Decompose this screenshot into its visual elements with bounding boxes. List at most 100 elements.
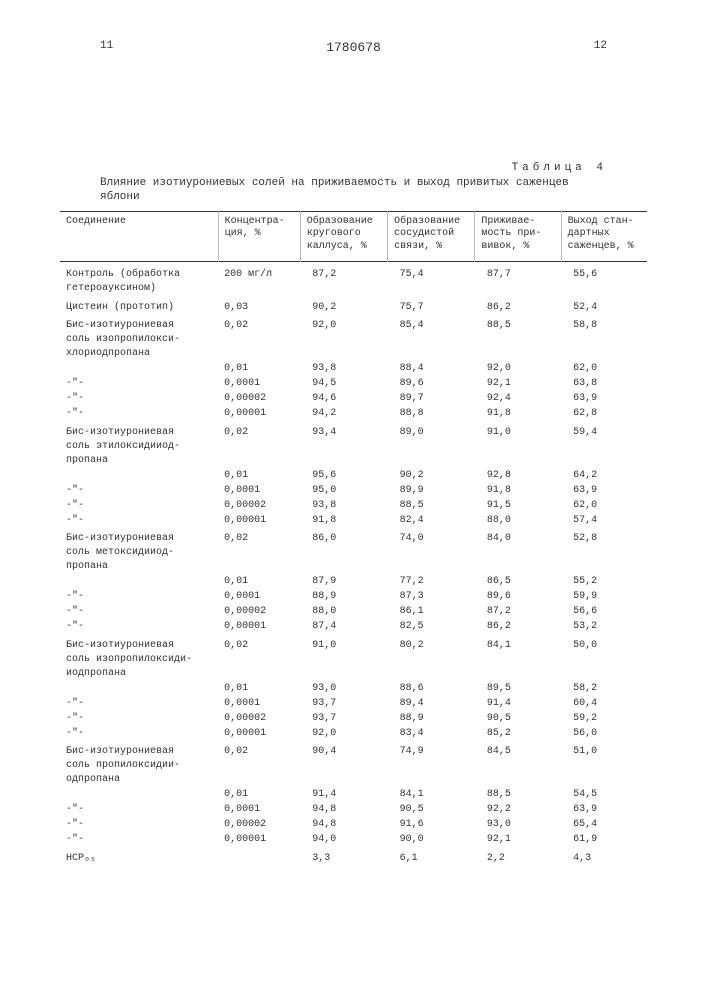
cell-concentration: 0,0001 — [218, 590, 300, 605]
table-row: -"-0,0000294,689,792,463,9 — [60, 392, 647, 407]
cell-value: 89,5 — [475, 681, 561, 696]
cell-value: 56,0 — [561, 726, 647, 741]
table-row: 0,0195,690,292,864,2 — [60, 468, 647, 483]
cell-concentration: 0,00001 — [218, 620, 300, 635]
table-caption: Влияние изотиурониевых солей на приживае… — [60, 176, 647, 205]
cell-value: 93,7 — [300, 696, 387, 711]
table-row: 0,0187,977,286,555,2 — [60, 575, 647, 590]
cell-value: 4,3 — [561, 848, 647, 867]
cell-value: 87,7 — [475, 262, 561, 297]
cell-value: 91,5 — [475, 498, 561, 513]
cell-value: 60,4 — [561, 696, 647, 711]
cell-value: 88,5 — [475, 788, 561, 803]
cell-value: 91,8 — [475, 407, 561, 422]
cell-concentration: 0,00001 — [218, 726, 300, 741]
cell-compound: -"- — [60, 590, 218, 605]
cell-value: 75,7 — [388, 297, 475, 316]
page-number-left: 11 — [60, 40, 113, 52]
cell-concentration: 0,01 — [218, 575, 300, 590]
table-row: -"-0,0000192,083,485,256,0 — [60, 726, 647, 741]
cell-value: 93,8 — [300, 498, 387, 513]
cell-compound — [60, 468, 218, 483]
cell-value: 52,8 — [561, 528, 647, 575]
cell-value: 93,4 — [300, 422, 387, 469]
table-body: Контроль (обработкагетероауксином)200 мг… — [60, 262, 647, 867]
cell-value: 84,0 — [475, 528, 561, 575]
cell-compound — [60, 788, 218, 803]
cell-value: 92,8 — [475, 468, 561, 483]
cell-value: 3,3 — [300, 848, 387, 867]
cell-value: 91,8 — [475, 483, 561, 498]
cell-value: 94,8 — [300, 818, 387, 833]
table-row: -"-0,0000191,882,488,057,4 — [60, 513, 647, 528]
table-label: Таблица 4 — [60, 162, 647, 174]
cell-concentration: 0,03 — [218, 297, 300, 316]
table-row: -"-0,0000288,086,187,256,6 — [60, 605, 647, 620]
table-row: Цистеин (прототип)0,0390,275,786,252,4 — [60, 297, 647, 316]
cell-value: 82,4 — [388, 513, 475, 528]
cell-value: 89,4 — [388, 696, 475, 711]
cell-value: 61,9 — [561, 833, 647, 848]
cell-value: 88,8 — [388, 407, 475, 422]
cell-value: 80,2 — [388, 635, 475, 682]
cell-concentration: 0,02 — [218, 635, 300, 682]
cell-concentration: 0,01 — [218, 788, 300, 803]
cell-value: 91,6 — [388, 818, 475, 833]
cell-value: 77,2 — [388, 575, 475, 590]
cell-value: 6,1 — [388, 848, 475, 867]
cell-value: 63,8 — [561, 377, 647, 392]
cell-concentration: 0,00001 — [218, 833, 300, 848]
cell-compound: Бис-изотиурониеваясоль этилоксидииод-про… — [60, 422, 218, 469]
cell-concentration: 0,00002 — [218, 711, 300, 726]
cell-value: 84,5 — [475, 741, 561, 788]
cell-value: 52,4 — [561, 297, 647, 316]
table-row: -"-0,0000294,891,693,065,4 — [60, 818, 647, 833]
cell-value: 90,2 — [388, 468, 475, 483]
cell-compound: -"- — [60, 407, 218, 422]
cell-concentration: 0,0001 — [218, 696, 300, 711]
cell-value: 84,1 — [475, 635, 561, 682]
cell-value: 57,4 — [561, 513, 647, 528]
cell-compound: -"- — [60, 833, 218, 848]
cell-value: 89,6 — [388, 377, 475, 392]
cell-concentration: 0,00001 — [218, 513, 300, 528]
cell-compound: Бис-изотиурониеваясоль метоксидииод-проп… — [60, 528, 218, 575]
cell-value: 91,4 — [475, 696, 561, 711]
cell-value: 50,0 — [561, 635, 647, 682]
cell-value: 94,2 — [300, 407, 387, 422]
cell-value: 91,0 — [300, 635, 387, 682]
cell-value: 91,0 — [475, 422, 561, 469]
cell-value: 88,9 — [300, 590, 387, 605]
cell-compound: -"- — [60, 620, 218, 635]
cell-concentration: 0,0001 — [218, 483, 300, 498]
document-number: 1780678 — [326, 40, 381, 55]
cell-value: 63,9 — [561, 392, 647, 407]
cell-concentration: 0,01 — [218, 362, 300, 377]
cell-value: 82,5 — [388, 620, 475, 635]
cell-value: 90,5 — [475, 711, 561, 726]
table-row: Бис-изотиурониеваясоль этилоксидииод-про… — [60, 422, 647, 469]
cell-concentration: 0,02 — [218, 741, 300, 788]
cell-value: 62,0 — [561, 362, 647, 377]
cell-value: 89,7 — [388, 392, 475, 407]
cell-value: 93,0 — [300, 681, 387, 696]
cell-concentration: 0,02 — [218, 315, 300, 362]
cell-value: 86,1 — [388, 605, 475, 620]
table-row: Бис-изотиурониеваясоль изопропилоксиди-и… — [60, 635, 647, 682]
cell-value: 89,0 — [388, 422, 475, 469]
cell-value: 74,0 — [388, 528, 475, 575]
cell-value: 91,8 — [300, 513, 387, 528]
cell-value: 86,5 — [475, 575, 561, 590]
table-row: 0,0193,088,689,558,2 — [60, 681, 647, 696]
cell-value: 75,4 — [388, 262, 475, 297]
cell-value: 58,8 — [561, 315, 647, 362]
cell-value: 88,5 — [388, 498, 475, 513]
cell-concentration: 0,00002 — [218, 818, 300, 833]
cell-value: 95,6 — [300, 468, 387, 483]
cell-value: 90,5 — [388, 803, 475, 818]
cell-value: 74,9 — [388, 741, 475, 788]
cell-value: 86,2 — [475, 620, 561, 635]
table-row: -"-0,000194,589,692,163,8 — [60, 377, 647, 392]
cell-concentration: 0,02 — [218, 422, 300, 469]
cell-value: 59,9 — [561, 590, 647, 605]
